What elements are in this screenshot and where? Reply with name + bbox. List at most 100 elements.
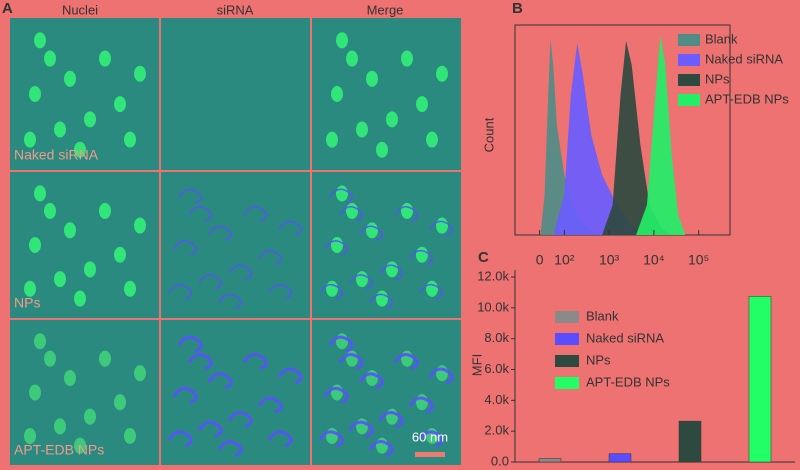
nucleus bbox=[99, 50, 111, 67]
sirna-signal bbox=[418, 430, 444, 448]
nucleus bbox=[114, 246, 126, 263]
y-tick-label: 12.0k bbox=[477, 268, 509, 283]
nucleus bbox=[64, 70, 76, 87]
sirna-signal bbox=[167, 430, 193, 448]
nucleus bbox=[64, 370, 76, 386]
sirna-signal bbox=[329, 188, 353, 205]
row-label: Naked siRNA bbox=[14, 147, 99, 163]
sirna-signal bbox=[258, 249, 282, 266]
sirna-signal bbox=[178, 188, 202, 205]
nucleus bbox=[326, 131, 338, 148]
nucleus bbox=[376, 437, 388, 454]
legend-swatch bbox=[555, 377, 579, 389]
sirna-signal bbox=[208, 225, 232, 242]
sirna-signal bbox=[409, 249, 433, 266]
nucleus bbox=[54, 418, 66, 435]
nucleus bbox=[326, 280, 338, 297]
sirna-signal bbox=[369, 293, 393, 310]
sirna-signal bbox=[408, 396, 434, 414]
nucleus bbox=[99, 350, 111, 367]
sirna-signal bbox=[318, 430, 344, 448]
nucleus bbox=[134, 65, 146, 82]
sirna-signal bbox=[197, 420, 223, 438]
image-tile bbox=[161, 320, 310, 465]
sirna-signal bbox=[187, 353, 213, 371]
histogram-area bbox=[636, 35, 686, 235]
column-title: Merge bbox=[367, 2, 404, 17]
y-tick-label: 4.0k bbox=[484, 392, 509, 407]
sirna-signal bbox=[323, 386, 349, 404]
nucleus bbox=[366, 222, 378, 239]
histogram-area bbox=[554, 43, 644, 235]
legend-label: Blank bbox=[705, 31, 738, 46]
legend-label: Naked siRNA bbox=[586, 330, 664, 345]
sirna-signal bbox=[277, 367, 303, 385]
legend-swatch bbox=[555, 355, 579, 367]
nucleus bbox=[24, 131, 36, 148]
legend-swatch bbox=[678, 34, 700, 46]
sirna-signal bbox=[257, 396, 283, 414]
nucleus bbox=[376, 290, 388, 307]
nucleus bbox=[376, 141, 388, 158]
sirna-signal bbox=[268, 283, 292, 300]
microscopy-panel bbox=[10, 18, 461, 465]
nucleus bbox=[114, 394, 126, 411]
legend-label: APT-EDB NPs bbox=[586, 374, 670, 389]
y-axis-label: Count bbox=[481, 117, 496, 152]
nucleus bbox=[356, 121, 368, 138]
nucleus bbox=[74, 437, 86, 454]
nucleus bbox=[134, 217, 146, 234]
bar bbox=[608, 453, 632, 463]
sirna-signal bbox=[243, 206, 267, 222]
nucleus bbox=[436, 217, 448, 234]
panel-label: A bbox=[2, 0, 13, 17]
nucleus bbox=[436, 365, 448, 382]
histogram-area bbox=[540, 39, 603, 235]
nucleus bbox=[134, 365, 146, 382]
sirna-signal bbox=[168, 283, 192, 300]
sirna-signal bbox=[217, 440, 243, 458]
nucleus bbox=[331, 86, 343, 102]
sirna-signal bbox=[267, 430, 293, 448]
sirna-signal bbox=[319, 283, 343, 300]
legend-swatch bbox=[555, 333, 579, 345]
column-title: siRNA bbox=[217, 2, 254, 17]
nucleus bbox=[29, 86, 41, 102]
bar bbox=[748, 296, 772, 463]
bar bbox=[678, 420, 702, 463]
legend-swatch bbox=[678, 54, 700, 66]
sirna-signal bbox=[328, 335, 354, 353]
nucleus bbox=[74, 141, 86, 158]
nucleus bbox=[124, 280, 136, 297]
sirna-signal bbox=[379, 264, 403, 281]
nucleus bbox=[426, 280, 438, 297]
sirna-signal bbox=[429, 220, 453, 237]
panel-label: B bbox=[512, 0, 523, 17]
nucleus bbox=[386, 261, 398, 278]
sirna-signal bbox=[428, 367, 454, 385]
legend-label: NPs bbox=[705, 71, 730, 86]
sirna-signal bbox=[324, 240, 348, 256]
nucleus bbox=[84, 261, 96, 278]
nucleus bbox=[416, 394, 428, 411]
nucleus bbox=[336, 32, 348, 49]
nucleus bbox=[124, 131, 136, 148]
sirna-signal bbox=[242, 353, 268, 371]
nucleus bbox=[401, 350, 413, 367]
y-tick-label: 10.0k bbox=[477, 299, 509, 314]
nucleus bbox=[366, 370, 378, 386]
nucleus bbox=[54, 271, 66, 288]
sirna-signal bbox=[218, 293, 242, 310]
image-tile bbox=[161, 18, 310, 170]
nucleus bbox=[84, 111, 96, 128]
panel-label: C bbox=[478, 249, 489, 266]
nucleus bbox=[124, 428, 136, 444]
legend-label: Naked siRNA bbox=[705, 51, 783, 66]
nucleus bbox=[44, 350, 56, 367]
nucleus bbox=[326, 428, 338, 444]
nucleus bbox=[416, 246, 428, 263]
y-tick-label: 6.0k bbox=[484, 361, 509, 376]
sirna-signal bbox=[173, 240, 197, 256]
sirna-signal bbox=[368, 440, 394, 458]
nucleus bbox=[34, 185, 46, 202]
